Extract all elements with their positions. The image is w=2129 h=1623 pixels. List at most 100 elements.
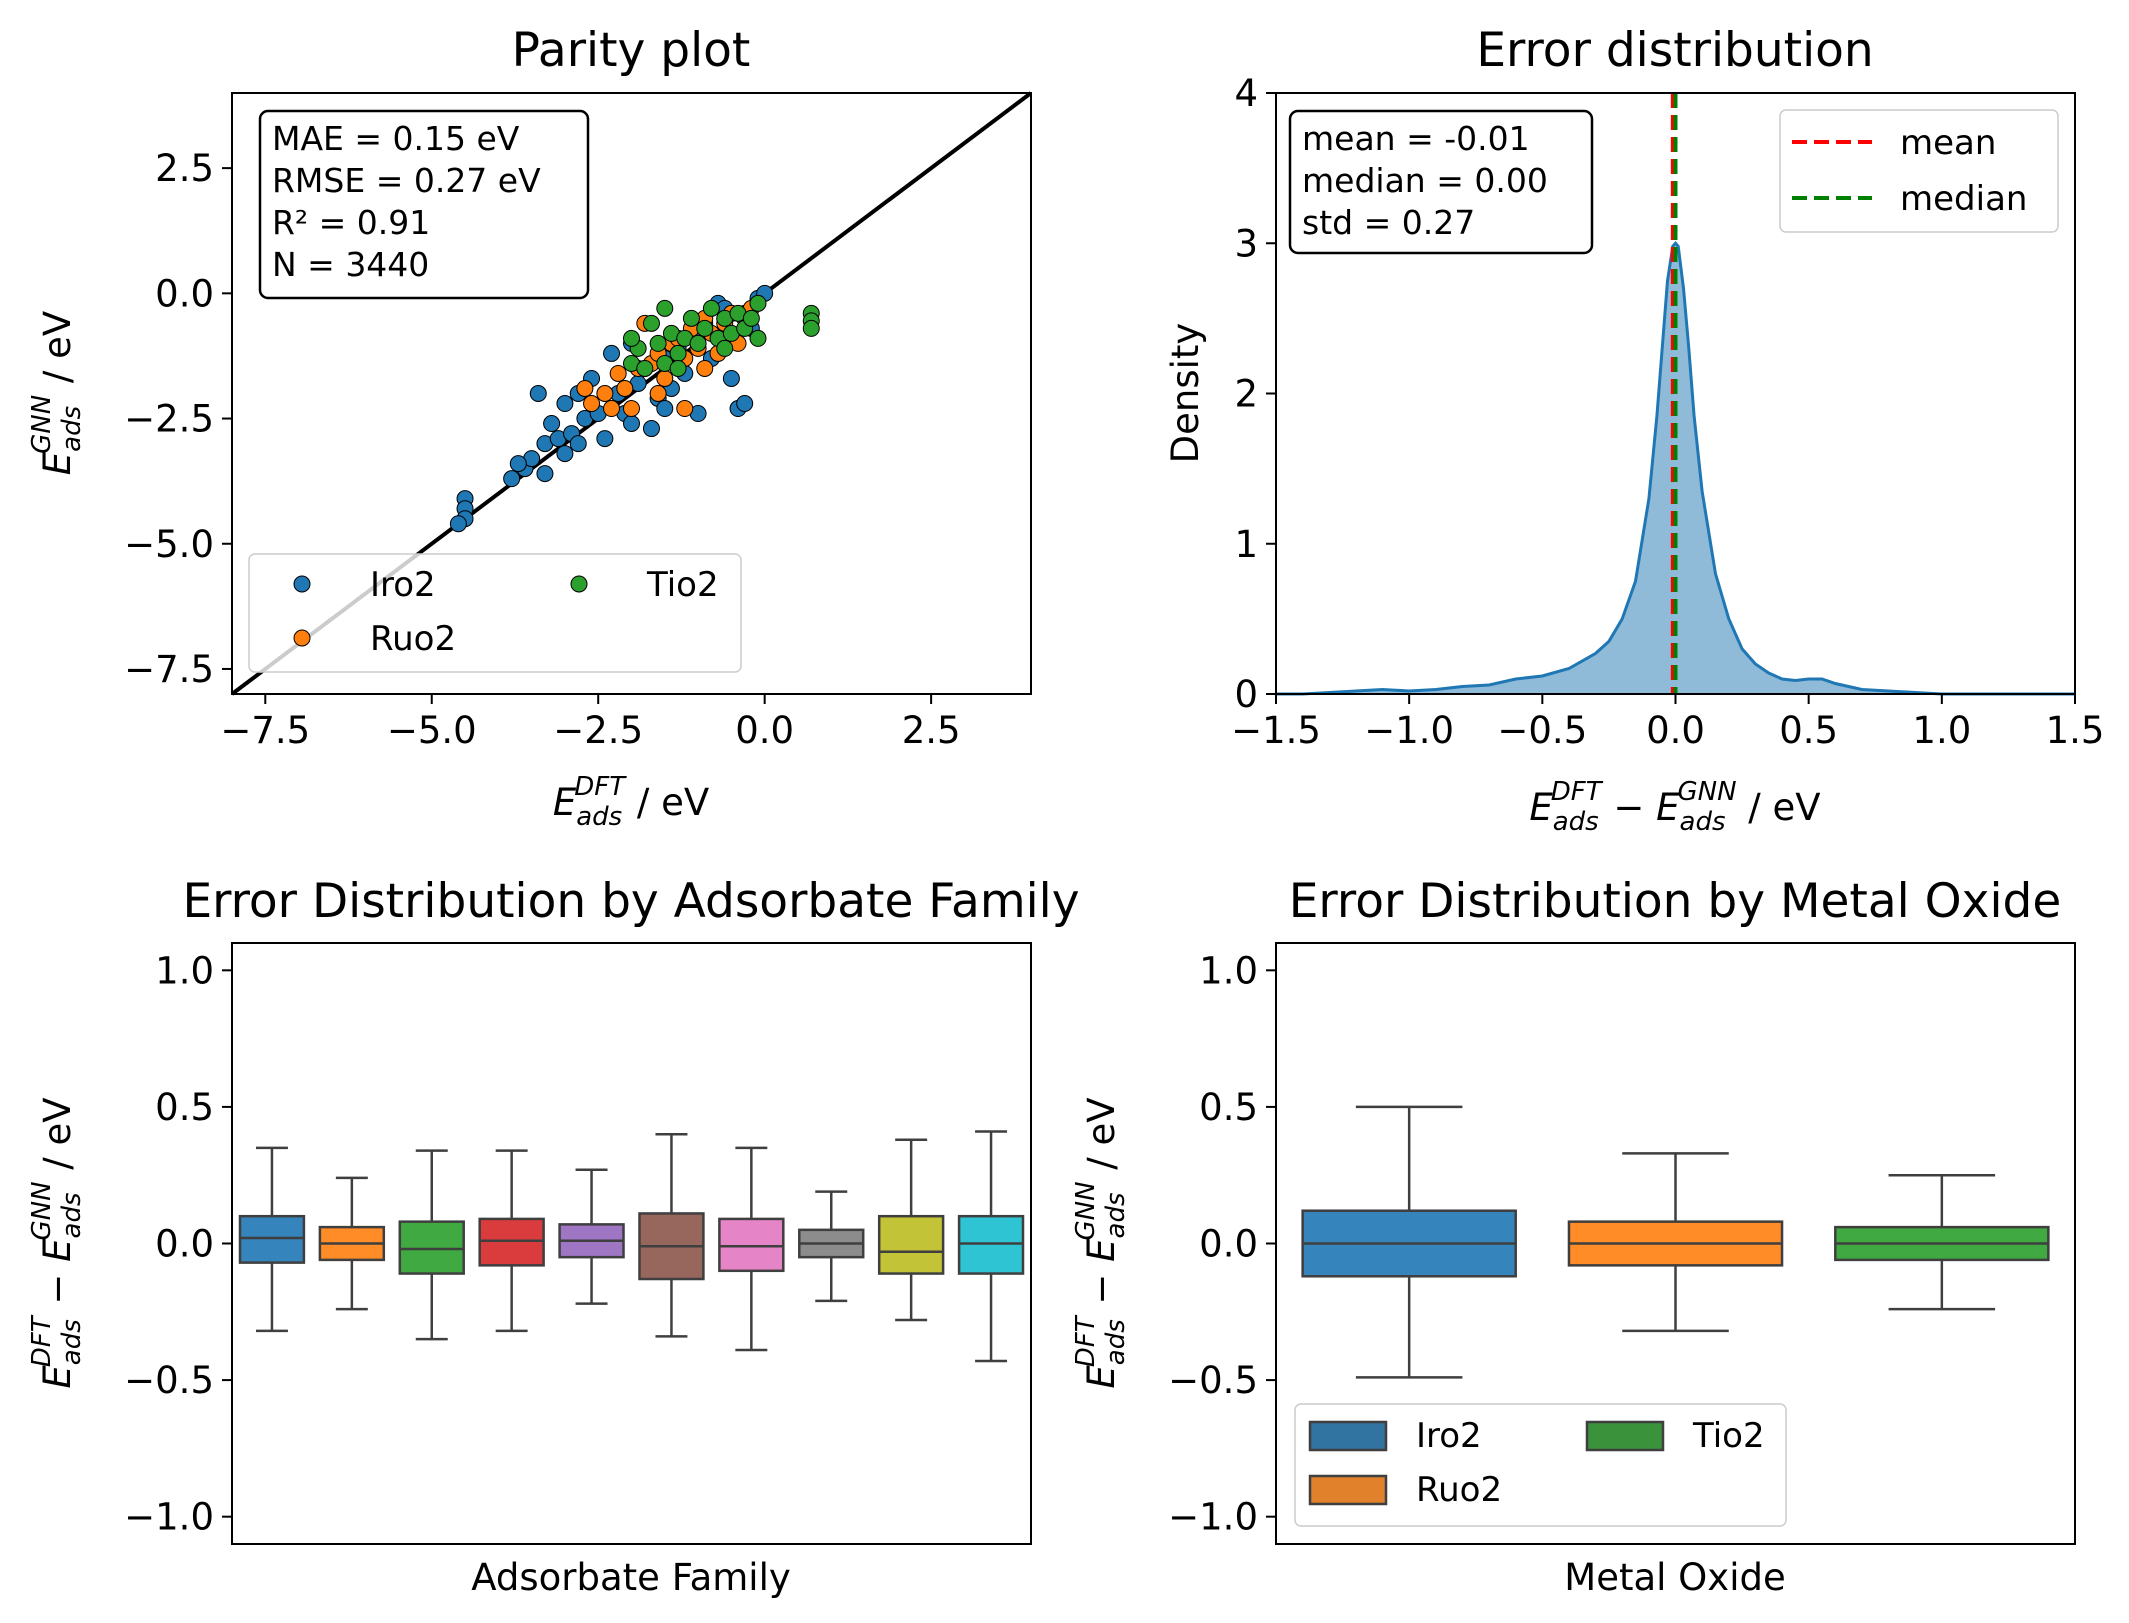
kde-xtick-label: −0.5	[1497, 709, 1587, 752]
kde-area	[1276, 93, 2075, 696]
scatter-point-tio2	[669, 359, 687, 377]
adsorbate-ylabel: EadsDFT − EadsGNN / eV	[27, 1097, 87, 1388]
parity-xlabel: EadsDFT / eV	[553, 772, 709, 832]
metal-oxide-boxes	[1301, 1105, 2050, 1379]
kde-xtick-label: 0.0	[1646, 709, 1705, 752]
legend-marker-ruo2	[293, 629, 311, 647]
parity-xtick-label: 2.5	[902, 709, 961, 752]
scatter-point-ruo2	[616, 379, 634, 397]
parity-xtick-label: 0.0	[735, 709, 794, 752]
n-text: N = 3440	[272, 245, 429, 284]
legend-label-tio2: Tio2	[646, 565, 719, 605]
parity-ytick-label: −7.5	[124, 648, 214, 691]
scatter-point-tio2	[642, 314, 660, 332]
parity-ytick-label: −2.5	[124, 398, 214, 441]
legend-label-median: median	[1900, 179, 2027, 219]
scatter-point-tio2	[749, 329, 767, 347]
adsorbate-family-panel: Error Distribution by Adsorbate Family −…	[27, 874, 1080, 1599]
adsorbate-family-boxes	[238, 1130, 1025, 1363]
parity-axes-frame	[231, 92, 1032, 695]
scatter-point-ruo2	[609, 364, 627, 382]
legend-patch-iro2	[1308, 1420, 1388, 1452]
legend-marker-iro2	[293, 575, 311, 593]
kde-stats-box	[1288, 109, 1594, 255]
median-text: median = 0.00	[1302, 161, 1548, 200]
scatter-point-tio2	[749, 294, 767, 312]
scatter-point-tio2	[682, 309, 700, 327]
parity-scatter-points	[230, 91, 1033, 696]
metal-oxide-title: Error Distribution by Metal Oxide	[1289, 874, 2062, 929]
scatter-point-iro2	[556, 395, 574, 413]
scatter-point-tio2	[696, 319, 714, 337]
kde-xtick-label: −1.0	[1364, 709, 1454, 752]
parity-ticks: −7.5 −5.0 −2.5 0.0 2.5 −7.5 −5.0 −2.5 0.0 2.5	[124, 147, 960, 752]
scatter-point-ruo2	[596, 385, 614, 402]
scatter-point-tio2	[702, 299, 720, 317]
metal-oxide-ticks: −1.0 −0.5 0.0 0.5 1.0	[1168, 949, 1276, 1539]
kde-xtick-label: −1.5	[1231, 709, 1321, 752]
legend-label-ruo2: Ruo2	[370, 619, 456, 659]
kde-xtick-label: 1.0	[1912, 709, 1971, 752]
mean-text: mean = -0.01	[1302, 119, 1530, 158]
scatter-point-iro2	[503, 470, 521, 488]
parity-xtick-label: −2.5	[553, 709, 643, 752]
scatter-point-tio2	[623, 329, 640, 347]
r2-text: R² = 0.91	[272, 203, 430, 242]
scatter-point-tio2	[636, 359, 654, 377]
kde-xtick-label: 0.5	[1779, 709, 1838, 752]
kde-ytick-label: 3	[1234, 222, 1258, 265]
kde-ytick-label: 1	[1234, 523, 1258, 566]
scatter-point-iro2	[449, 515, 467, 533]
scatter-point-tio2	[802, 319, 820, 337]
kde-ytick-label: 0	[1234, 673, 1258, 716]
metal-oxide-ytick-label: 1.0	[1199, 949, 1258, 992]
parity-legend	[248, 553, 742, 673]
scatter-point-iro2	[529, 385, 547, 402]
adsorbate-ytick-label: −1.0	[124, 1496, 214, 1539]
scatter-point-tio2	[716, 339, 734, 357]
parity-metrics-box	[258, 109, 590, 300]
scatter-point-iro2	[569, 435, 587, 453]
adsorbate-ytick-label: 0.5	[155, 1086, 214, 1129]
kde-ticks: −1.5 −1.0 −0.5 0.0 0.5 1.0 1.5 0 1 2 3 4	[1231, 72, 2104, 752]
parity-ylabel: EadsGNN / eV	[27, 311, 87, 476]
legend-patch-tio2	[1585, 1420, 1665, 1452]
scatter-point-tio2	[669, 344, 687, 362]
metal-oxide-panel: Error Distribution by Metal Oxide −1.0 −0…	[1071, 874, 2076, 1599]
adsorbate-box	[238, 1214, 306, 1264]
metal-oxide-xlabel: Metal Oxide	[1564, 1556, 1785, 1599]
parity-ytick-label: 0.0	[155, 272, 214, 315]
parity-xtick-label: −5.0	[387, 709, 477, 752]
scatter-point-iro2	[543, 415, 561, 433]
parity-ytick-label: −5.0	[124, 523, 214, 566]
error-distribution-title: Error distribution	[1476, 23, 1873, 78]
legend-box-label-iro2: Iro2	[1416, 1416, 1482, 1456]
legend-patch-ruo2	[1308, 1474, 1388, 1506]
adsorbate-box	[718, 1217, 785, 1273]
kde-xtick-label: 1.5	[2046, 709, 2105, 752]
scatter-point-ruo2	[649, 385, 667, 402]
parity-ytick-label: 2.5	[155, 147, 214, 190]
scatter-point-ruo2	[696, 359, 714, 377]
scatter-point-ruo2	[656, 369, 674, 387]
scatter-point-ruo2	[676, 400, 694, 418]
parity-plot-title: Parity plot	[512, 23, 751, 78]
scatter-point-iro2	[556, 445, 574, 463]
adsorbate-box	[957, 1214, 1025, 1275]
kde-ytick-label: 2	[1234, 373, 1258, 416]
legend-box-label-ruo2: Ruo2	[1416, 1470, 1502, 1510]
kde-ylabel: Density	[1164, 323, 1207, 464]
adsorbate-box	[877, 1214, 945, 1275]
adsorbate-ticks: −1.0 −0.5 0.0 0.5 1.0	[124, 949, 232, 1539]
adsorbate-xlabel: Adsorbate Family	[471, 1556, 791, 1599]
scatter-point-iro2	[623, 415, 640, 433]
scatter-point-iro2	[722, 369, 740, 387]
error-distribution-panel: Error distribution −1.5 −1.0 −0.5 0.0 0.5 1.0…	[1164, 23, 2104, 837]
scatter-point-iro2	[642, 420, 660, 438]
metal-oxide-ytick-label: −0.5	[1168, 1359, 1258, 1402]
adsorbate-ytick-label: −0.5	[124, 1359, 214, 1402]
legend-label-iro2: Iro2	[370, 565, 436, 605]
scatter-point-iro2	[509, 455, 527, 473]
legend-label-mean: mean	[1900, 123, 1996, 163]
